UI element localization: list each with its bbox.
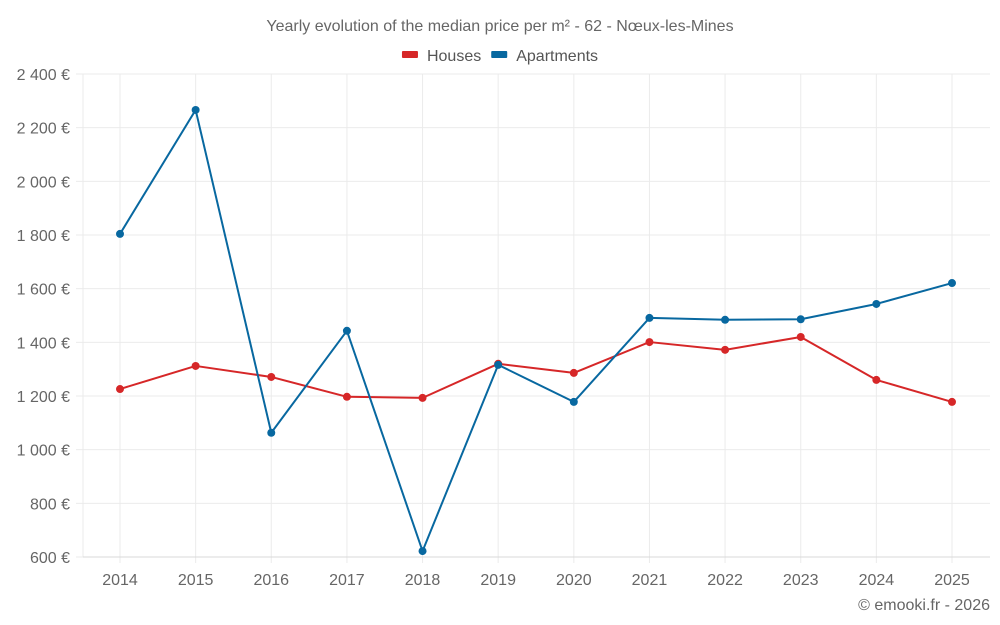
- y-tick-label: 2 200 €: [17, 121, 70, 138]
- point-apartments-2014[interactable]: [116, 229, 124, 238]
- point-houses-2020[interactable]: [569, 368, 578, 377]
- point-apartments-2023[interactable]: [796, 315, 805, 324]
- point-apartments-2018[interactable]: [418, 547, 427, 556]
- legend: Houses Apartments: [401, 48, 598, 65]
- series-houses: [116, 332, 956, 406]
- x-tick-label: 2020: [556, 572, 592, 589]
- point-houses-2022[interactable]: [721, 345, 730, 354]
- point-houses-2025[interactable]: [948, 397, 956, 406]
- point-houses-2021[interactable]: [645, 338, 654, 347]
- series-group: [116, 105, 956, 556]
- x-tick-label: 2014: [102, 572, 138, 589]
- point-apartments-2021[interactable]: [645, 313, 654, 322]
- y-tick-label: 1 800 €: [17, 228, 70, 245]
- y-tick-label: 2 400 €: [17, 67, 70, 84]
- y-axis-tick-labels: 600 € 800 € 1 000 € 1 200 € 1 400 € 1 600 € 1 …: [17, 67, 70, 567]
- point-apartments-2022[interactable]: [721, 315, 730, 324]
- legend-swatch-houses: [401, 51, 418, 58]
- x-tick-label: 2022: [707, 572, 743, 589]
- y-gridlines: [76, 73, 990, 558]
- y-tick-label: 2 000 €: [17, 174, 70, 191]
- point-apartments-2017[interactable]: [342, 326, 351, 335]
- x-tick-label: 2016: [253, 572, 289, 589]
- y-tick-label: 800 €: [30, 496, 70, 513]
- y-tick-label: 600 €: [30, 550, 70, 567]
- point-apartments-2025[interactable]: [948, 279, 956, 288]
- credit-text: © emooki.fr - 2026: [858, 597, 990, 614]
- legend-label-apartments: Apartments: [516, 48, 598, 65]
- x-tick-label: 2023: [783, 572, 819, 589]
- point-houses-2015[interactable]: [191, 361, 200, 370]
- line-apartments: [119, 108, 953, 553]
- point-apartments-2020[interactable]: [569, 397, 578, 406]
- point-houses-2016[interactable]: [267, 372, 276, 381]
- legend-item-houses[interactable]: Houses: [401, 48, 481, 65]
- y-tick-label: 1 600 €: [17, 282, 70, 299]
- x-tick-label: 2021: [632, 572, 668, 589]
- x-tick-label: 2018: [405, 572, 441, 589]
- point-houses-2023[interactable]: [796, 332, 805, 341]
- x-tick-label: 2025: [934, 572, 970, 589]
- legend-label-houses: Houses: [427, 48, 481, 65]
- x-axis-tick-labels: 2014 2015 2016 2017 2018 2019 2020 2021 2022 2023…: [102, 572, 970, 589]
- point-houses-2014[interactable]: [116, 385, 124, 394]
- y-tick-label: 1 400 €: [17, 335, 70, 352]
- point-houses-2017[interactable]: [342, 392, 351, 401]
- point-apartments-2019[interactable]: [494, 360, 503, 369]
- x-tick-label: 2017: [329, 572, 365, 589]
- point-apartments-2016[interactable]: [267, 428, 276, 437]
- point-apartments-2024[interactable]: [872, 299, 881, 308]
- point-houses-2018[interactable]: [418, 393, 427, 402]
- series-apartments: [116, 105, 956, 556]
- chart-title: Yearly evolution of the median price per…: [266, 18, 733, 35]
- x-gridlines: [82, 74, 953, 563]
- x-tick-label: 2024: [859, 572, 895, 589]
- y-tick-label: 1 200 €: [17, 389, 70, 406]
- point-houses-2024[interactable]: [872, 375, 881, 384]
- y-tick-label: 1 000 €: [17, 443, 70, 460]
- legend-item-apartments[interactable]: Apartments: [491, 48, 598, 65]
- line-houses: [119, 335, 953, 403]
- x-tick-label: 2019: [480, 572, 516, 589]
- x-tick-label: 2015: [178, 572, 214, 589]
- legend-swatch-apartments: [491, 51, 508, 58]
- point-apartments-2015[interactable]: [191, 105, 200, 114]
